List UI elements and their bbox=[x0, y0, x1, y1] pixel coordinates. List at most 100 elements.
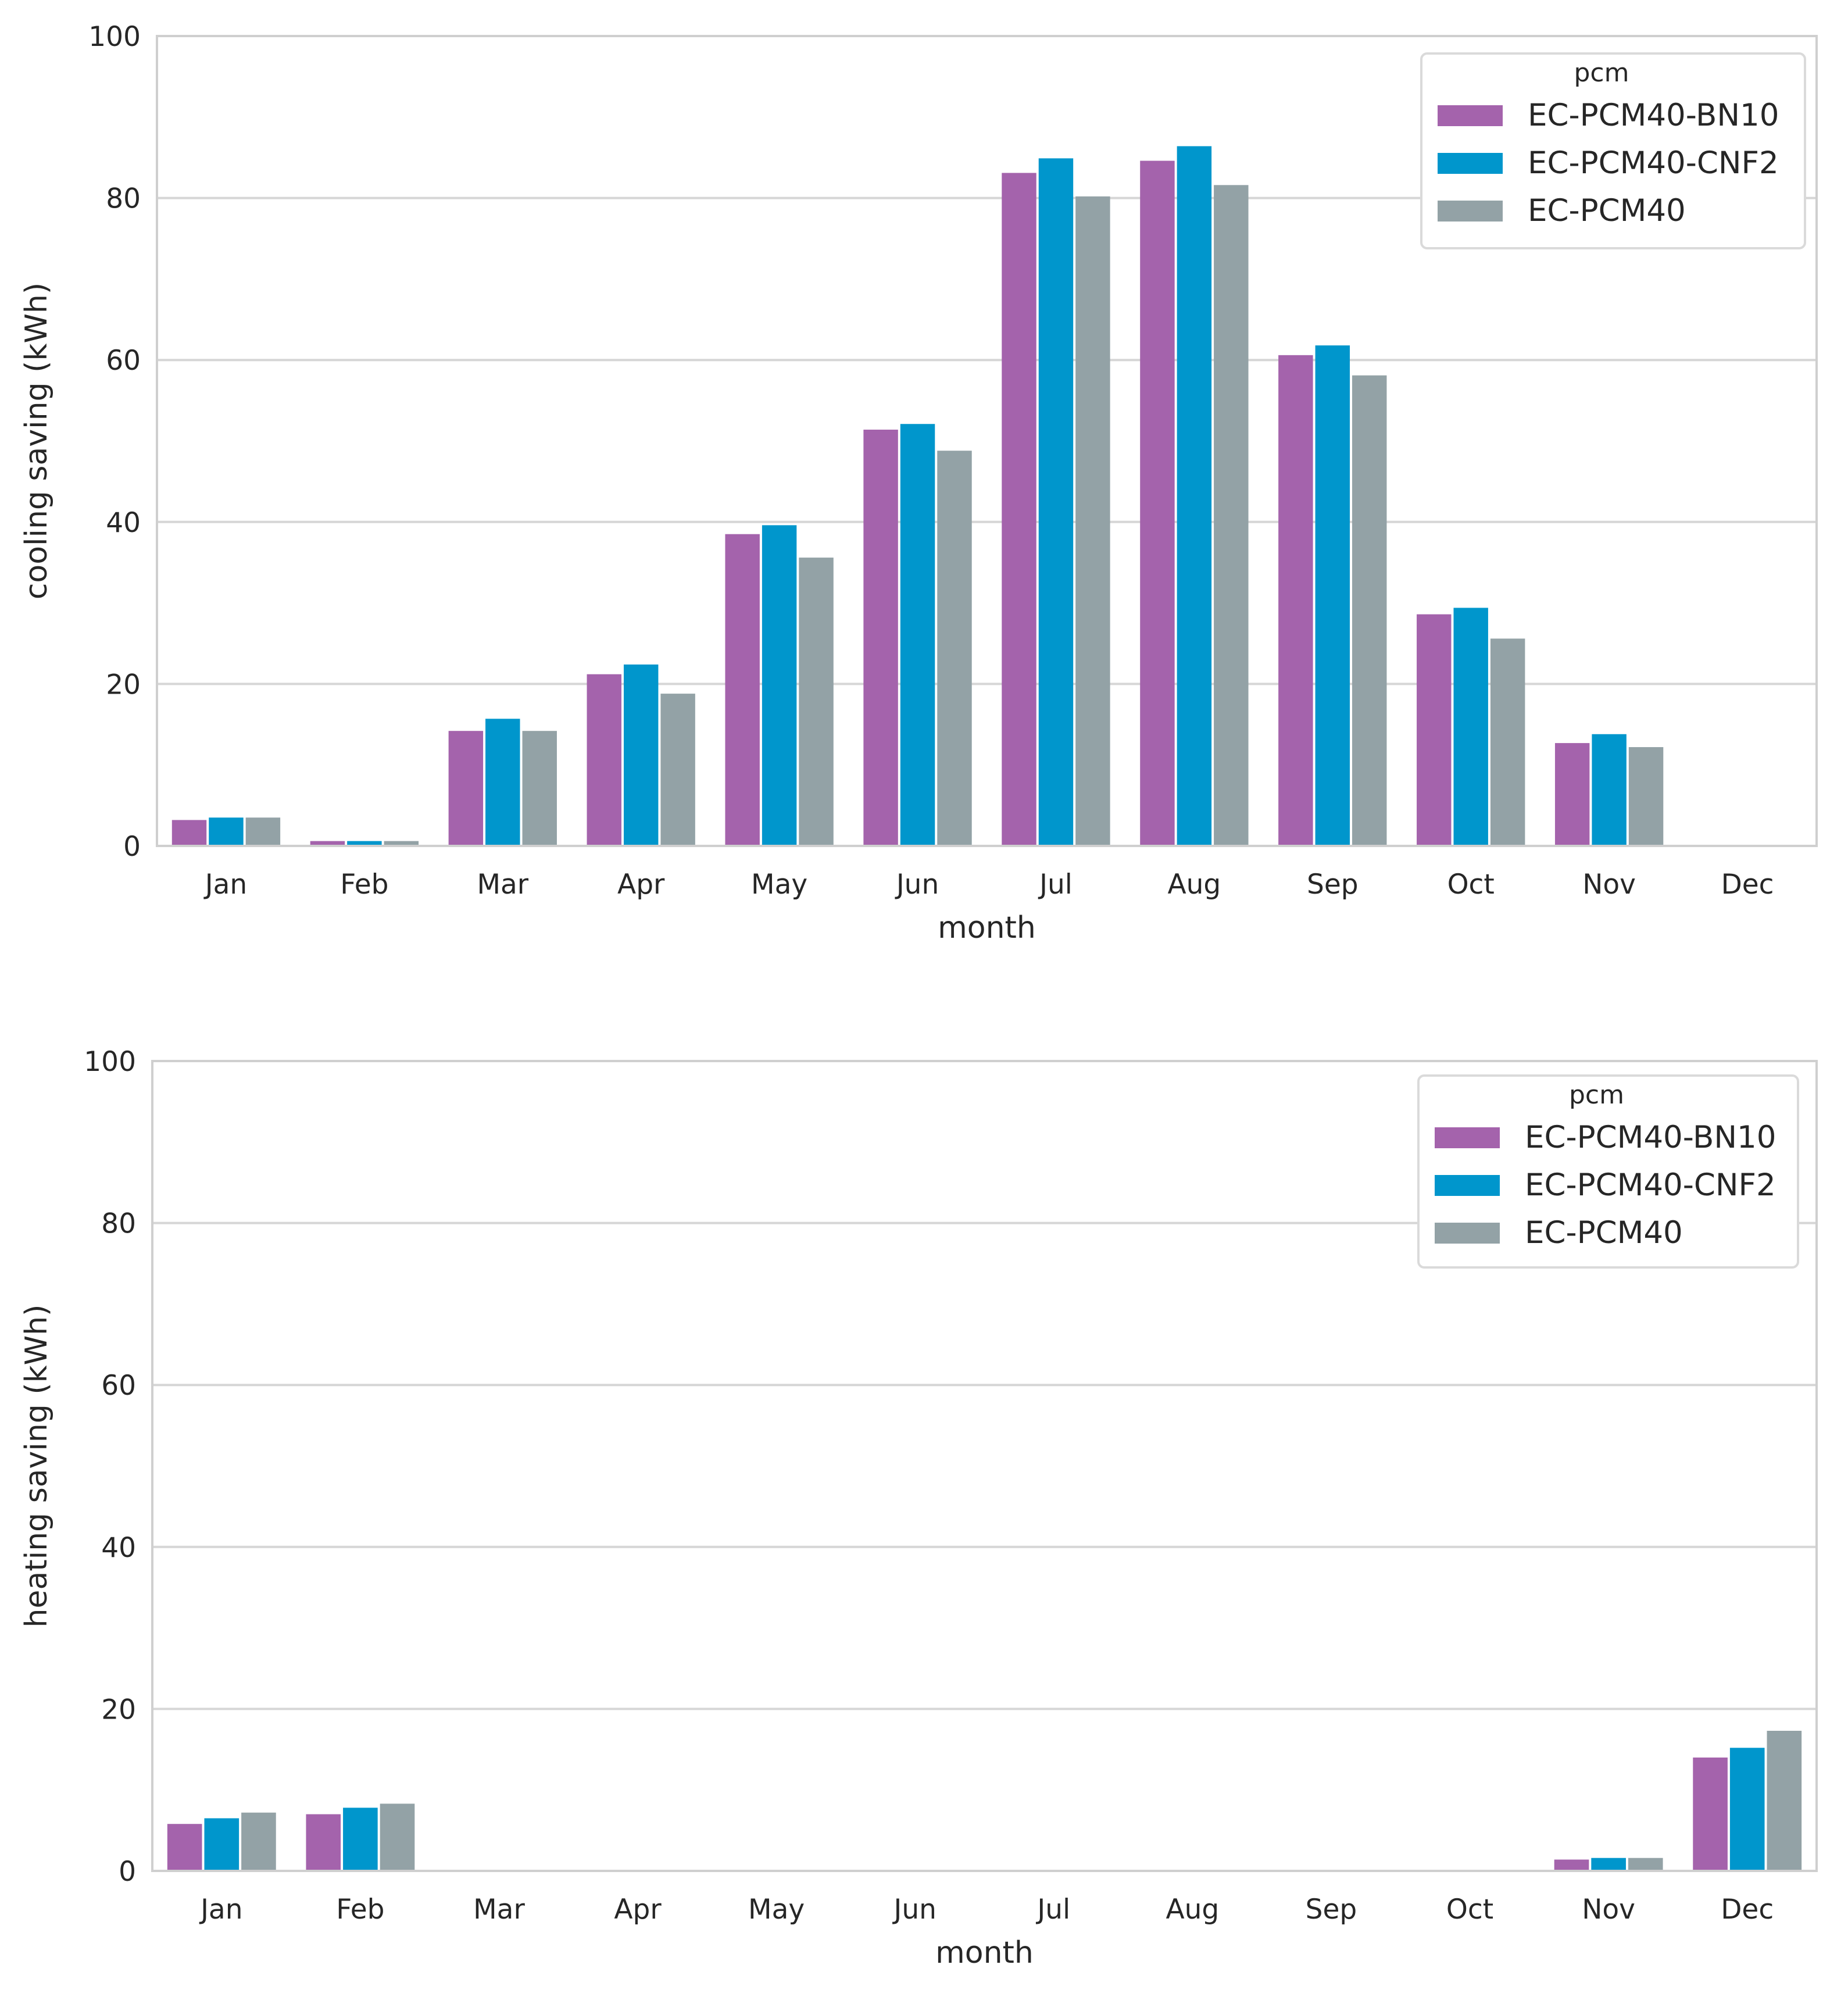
bar bbox=[660, 694, 695, 846]
x-tick-label: Jul bbox=[1038, 869, 1073, 901]
x-tick-label: Feb bbox=[340, 869, 388, 901]
x-tick-label: Apr bbox=[617, 869, 665, 901]
x-tick-label: Oct bbox=[1447, 869, 1495, 901]
bar bbox=[1315, 345, 1350, 846]
plot-frame bbox=[156, 35, 1818, 847]
bar bbox=[1352, 375, 1387, 846]
x-tick-label: Jan bbox=[199, 1894, 242, 1926]
bar bbox=[171, 820, 207, 846]
cooling-saving-chart: 0 20 40 60 80 100 Jan Feb Mar Apr May Jun Jul Aug Sep O… bbox=[19, 21, 1818, 945]
plot-frame bbox=[151, 1060, 1818, 1872]
bar bbox=[587, 674, 621, 846]
bar bbox=[1592, 734, 1627, 846]
x-tick-label: Mar bbox=[473, 1894, 525, 1926]
legend-entry-label: EC-PCM40-CNF2 bbox=[1528, 145, 1779, 181]
bar bbox=[1591, 1858, 1626, 1871]
x-tick-label: May bbox=[751, 869, 807, 901]
legend-swatch bbox=[1438, 201, 1503, 222]
bar bbox=[1038, 158, 1074, 846]
x-tick-label: Sep bbox=[1306, 1894, 1357, 1926]
legend-entry-label: EC-PCM40-BN10 bbox=[1528, 98, 1779, 133]
x-axis-label: month bbox=[935, 1935, 1034, 1970]
bar bbox=[1729, 1748, 1765, 1871]
bar bbox=[1075, 196, 1110, 847]
x-tick-label: Dec bbox=[1721, 1894, 1774, 1926]
legend-entry-label: EC-PCM40 bbox=[1525, 1215, 1683, 1251]
x-tick-label: Dec bbox=[1721, 869, 1774, 901]
bar bbox=[1490, 638, 1525, 846]
x-tick-label: Nov bbox=[1582, 869, 1636, 901]
bar bbox=[1417, 614, 1452, 846]
x-axis-label: month bbox=[938, 910, 1036, 945]
bar bbox=[347, 841, 382, 846]
bar bbox=[522, 731, 557, 846]
bar bbox=[1767, 1731, 1802, 1871]
legend-swatch bbox=[1438, 105, 1503, 126]
x-tick-label: Jun bbox=[895, 869, 939, 901]
y-tick-label: 80 bbox=[101, 1208, 136, 1240]
legend-title: pcm bbox=[1569, 1080, 1624, 1110]
bar bbox=[343, 1808, 378, 1871]
y-tick-label: 60 bbox=[101, 1370, 136, 1402]
heating-saving-chart: 0 20 40 60 80 100 Jan Feb Mar Apr May Jun Jul Aug Sep O… bbox=[19, 1046, 1818, 1970]
bar bbox=[1554, 1859, 1589, 1871]
x-tick-label: Jul bbox=[1035, 1894, 1070, 1926]
bar bbox=[799, 558, 834, 846]
bar bbox=[937, 451, 972, 846]
x-tick-label: Jun bbox=[892, 1894, 936, 1926]
bar bbox=[384, 841, 419, 846]
y-axis-label: heating saving (kWh) bbox=[19, 1305, 54, 1628]
bar bbox=[310, 841, 345, 846]
x-tick-label: May bbox=[748, 1894, 805, 1926]
y-tick-label: 100 bbox=[84, 1046, 136, 1078]
x-tick-label: Apr bbox=[614, 1894, 662, 1926]
bar bbox=[1628, 1858, 1663, 1871]
bar bbox=[725, 534, 760, 846]
bar bbox=[1177, 146, 1212, 846]
bar bbox=[1453, 608, 1488, 846]
y-tick-label: 40 bbox=[106, 507, 141, 539]
bar bbox=[863, 429, 898, 846]
legend-swatch bbox=[1435, 1223, 1500, 1244]
bar bbox=[306, 1814, 341, 1871]
bar bbox=[1693, 1757, 1728, 1871]
x-tick-label: Sep bbox=[1307, 869, 1359, 901]
bar bbox=[167, 1824, 202, 1871]
x-tick-label: Feb bbox=[336, 1894, 384, 1926]
x-tick-label: Aug bbox=[1167, 869, 1221, 901]
legend: pcm EC-PCM40-BN10 EC-PCM40-CNF2 EC-PCM40 bbox=[1417, 1074, 1799, 1269]
y-tick-label: 0 bbox=[123, 831, 141, 863]
legend-entry-label: EC-PCM40-BN10 bbox=[1525, 1120, 1776, 1155]
bar bbox=[1140, 160, 1175, 847]
bar bbox=[1214, 185, 1249, 846]
legend-title: pcm bbox=[1574, 58, 1629, 88]
y-tick-label: 0 bbox=[119, 1856, 136, 1888]
legend-entry-label: EC-PCM40-CNF2 bbox=[1525, 1167, 1776, 1203]
x-tick-label: Nov bbox=[1582, 1894, 1635, 1926]
bar bbox=[1002, 173, 1036, 846]
legend-frame bbox=[1417, 1074, 1799, 1269]
legend-swatch bbox=[1435, 1127, 1500, 1148]
bar bbox=[762, 525, 797, 846]
y-axis-label: cooling saving (kWh) bbox=[19, 283, 54, 599]
bar bbox=[380, 1803, 415, 1871]
x-tick-label: Mar bbox=[477, 869, 528, 901]
legend: pcm EC-PCM40-BN10 EC-PCM40-CNF2 EC-PCM40 bbox=[1420, 52, 1806, 249]
bar bbox=[448, 731, 484, 846]
legend-entry-label: EC-PCM40 bbox=[1528, 193, 1686, 228]
bar bbox=[245, 817, 281, 846]
y-tick-label: 60 bbox=[106, 345, 141, 377]
bar bbox=[485, 719, 520, 846]
bar bbox=[241, 1812, 276, 1871]
bar bbox=[900, 424, 935, 846]
legend-swatch bbox=[1438, 153, 1503, 174]
y-tick-label: 40 bbox=[101, 1532, 136, 1564]
bar bbox=[209, 817, 244, 846]
bar bbox=[204, 1818, 240, 1871]
x-tick-label: Jan bbox=[203, 869, 247, 901]
y-tick-label: 20 bbox=[106, 669, 141, 701]
legend-swatch bbox=[1435, 1175, 1500, 1196]
legend-frame bbox=[1420, 52, 1806, 249]
y-tick-label: 20 bbox=[101, 1694, 136, 1726]
